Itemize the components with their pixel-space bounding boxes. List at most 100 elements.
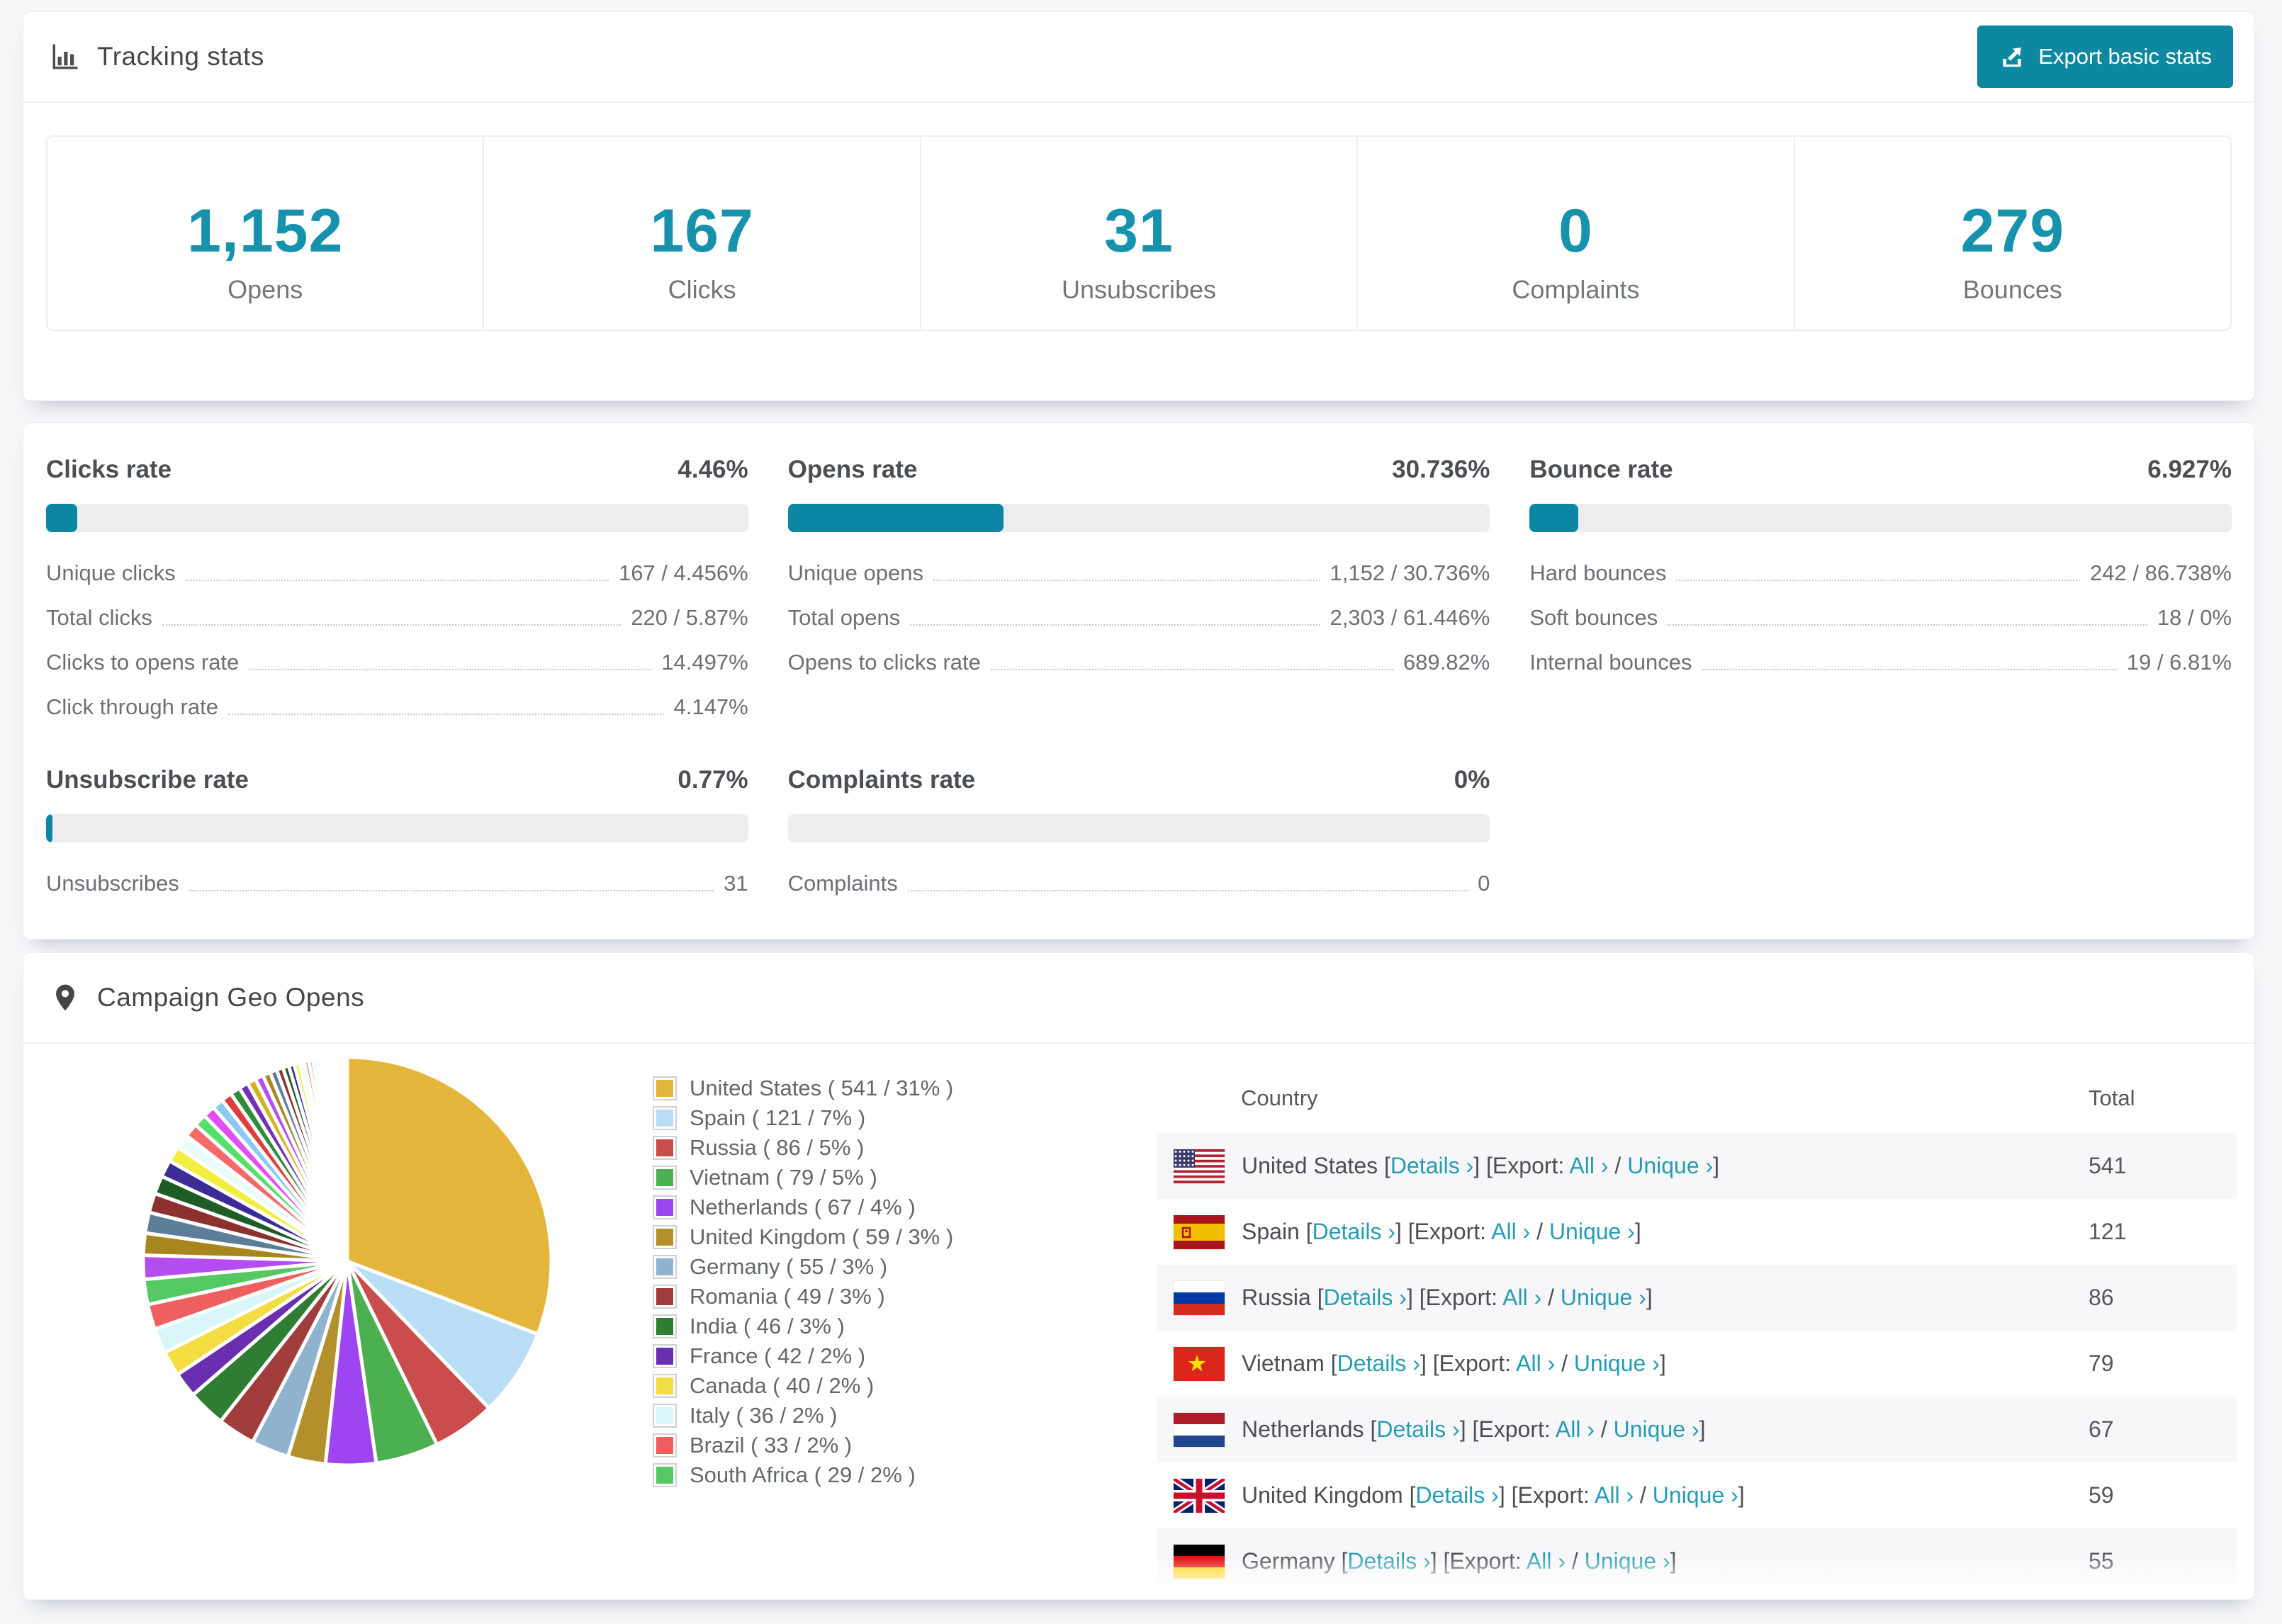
legend-item-netherlands: Netherlands ( 67 / 4% ): [653, 1192, 953, 1222]
country-cell: Spain [Details ›] [Export: All › / Uniqu…: [1157, 1214, 2089, 1249]
total-cell: 79: [2089, 1350, 2114, 1376]
rate-row: Total clicks 220 / 5.87%: [46, 605, 748, 631]
total-cell: 67: [2089, 1416, 2114, 1442]
country-text: Germany [Details ›] [Export: All › / Uni…: [1242, 1548, 1677, 1574]
export-all-link[interactable]: All ›: [1526, 1548, 1566, 1574]
rate-row: Unique opens 1,152 / 30.736%: [788, 560, 1490, 586]
table-row-netherlands: Netherlands [Details ›] [Export: All › /…: [1157, 1397, 2237, 1462]
legend-label: United Kingdom ( 59 / 3% ): [690, 1224, 954, 1249]
rate-value: 0.77%: [678, 766, 748, 794]
legend-item-india: India ( 46 / 3% ): [653, 1312, 953, 1341]
details-link[interactable]: Details ›: [1337, 1350, 1420, 1376]
legend-item-canada: Canada ( 40 / 2% ): [653, 1371, 953, 1401]
legend-label: South Africa ( 29 / 2% ): [690, 1462, 916, 1487]
stat-label: Opens: [227, 275, 303, 304]
progress-fill: [46, 814, 52, 842]
total-cell: 121: [2089, 1219, 2127, 1244]
rate-block-complaints-rate: Complaints rate 0% Complaints 0: [787, 766, 1490, 915]
details-link[interactable]: Details ›: [1415, 1482, 1499, 1508]
rate-title: Complaints rate: [787, 766, 976, 794]
country-text: Russia [Details ›] [Export: All › / Uniq…: [1242, 1285, 1653, 1310]
legend-item-south-africa: South Africa ( 29 / 2% ): [653, 1460, 953, 1490]
legend-label: Russia ( 86 / 5% ): [690, 1135, 865, 1160]
rate-row-value: 19 / 6.81%: [2126, 650, 2232, 675]
stat-value: 279: [1960, 197, 2065, 265]
details-link[interactable]: Details ›: [1390, 1153, 1474, 1178]
rate-row: Soft bounces 18 / 0%: [1529, 605, 2232, 631]
export-unique-link[interactable]: Unique ›: [1613, 1416, 1699, 1442]
rate-value: 0%: [1454, 766, 1490, 794]
export-unique-link[interactable]: Unique ›: [1573, 1350, 1660, 1376]
legend-swatch: [653, 1285, 677, 1309]
rate-title: Opens rate: [787, 456, 918, 483]
dotted-leader: [1676, 580, 2081, 581]
export-unique-link[interactable]: Unique ›: [1627, 1153, 1714, 1178]
country-cell: Germany [Details ›] [Export: All › / Uni…: [1157, 1544, 2089, 1579]
rate-row: Opens to clicks rate 689.82%: [788, 650, 1490, 675]
page-title: Tracking stats: [97, 42, 264, 71]
legend-swatch: [653, 1255, 677, 1279]
stat-label: Bounces: [1962, 275, 2062, 304]
rate-row-label: Soft bounces: [1529, 605, 1658, 630]
rate-rows: Unique opens 1,152 / 30.736% Total opens 2,…: [788, 560, 1490, 675]
country-text: United States [Details ›] [Export: All ›…: [1242, 1153, 1720, 1178]
rate-row-label: Internal bounces: [1529, 650, 1692, 675]
rate-row-label: Total clicks: [46, 605, 152, 630]
geo-header: Campaign Geo Opens: [23, 953, 2254, 1044]
rate-row-value: 220 / 5.87%: [631, 605, 748, 630]
column-header-total: Total: [2089, 1086, 2135, 1110]
rate-row: Hard bounces 242 / 86.738%: [1529, 560, 2232, 586]
legend-swatch: [653, 1166, 677, 1190]
rate-title: Unsubscribe rate: [46, 766, 249, 794]
tracking-stats-header: Tracking stats Export basic stats: [23, 12, 2254, 103]
details-link[interactable]: Details ›: [1347, 1548, 1431, 1574]
dotted-leader: [907, 890, 1468, 891]
flag-icon-ru: [1174, 1280, 1225, 1315]
export-all-link[interactable]: All ›: [1595, 1482, 1634, 1508]
rate-row-label: Opens to clicks rate: [787, 650, 981, 675]
total-cell: 55: [2089, 1548, 2114, 1574]
rate-head: Bounce rate 6.927%: [1529, 456, 2232, 484]
dotted-leader: [933, 580, 1320, 581]
export-all-link[interactable]: All ›: [1569, 1153, 1609, 1178]
export-unique-link[interactable]: Unique ›: [1548, 1219, 1635, 1244]
column-header-country: Country: [1241, 1086, 1318, 1110]
export-unique-link[interactable]: Unique ›: [1560, 1285, 1646, 1310]
rate-row-label: Unique clicks: [46, 560, 176, 585]
rate-row: Complaints 0: [788, 871, 1490, 896]
legend-label: United States ( 541 / 31% ): [690, 1076, 954, 1100]
export-unique-link[interactable]: Unique ›: [1652, 1482, 1738, 1508]
table-row-united-kingdom: United Kingdom [Details ›] [Export: All …: [1157, 1462, 2237, 1528]
country-name: Russia: [1242, 1285, 1311, 1310]
details-link[interactable]: Details ›: [1323, 1285, 1407, 1310]
export-all-link[interactable]: All ›: [1555, 1416, 1595, 1442]
country-name: United Kingdom: [1242, 1482, 1403, 1508]
country-text: Vietnam [Details ›] [Export: All › / Uni…: [1242, 1350, 1666, 1376]
legend-swatch: [653, 1433, 677, 1457]
export-all-link[interactable]: All ›: [1516, 1350, 1556, 1376]
rates-card: Clicks rate 4.46% Unique clicks 167 / 4.456…: [23, 422, 2255, 940]
geo-title: Campaign Geo Opens: [97, 983, 365, 1012]
export-unique-link[interactable]: Unique ›: [1584, 1548, 1670, 1574]
legend-label: Netherlands ( 67 / 4% ): [690, 1195, 916, 1219]
legend-swatch: [653, 1106, 677, 1130]
export-basic-stats-button[interactable]: Export basic stats: [1977, 26, 2233, 88]
export-all-link[interactable]: All ›: [1491, 1219, 1531, 1244]
country-name: United States: [1242, 1153, 1378, 1178]
stat-label: Clicks: [668, 275, 736, 304]
details-link[interactable]: Details ›: [1312, 1219, 1395, 1244]
geo-country-table: Country Total United States [Details ›] …: [1157, 1064, 2237, 1594]
export-all-link[interactable]: All ›: [1502, 1285, 1542, 1310]
legend-item-united-states: United States ( 541 / 31% ): [653, 1073, 953, 1103]
country-name: Spain: [1242, 1219, 1300, 1244]
rate-value: 4.46%: [678, 456, 748, 483]
legend-item-spain: Spain ( 121 / 7% ): [653, 1103, 953, 1133]
rate-head: Clicks rate 4.46%: [46, 456, 748, 484]
map-pin-icon: [50, 983, 80, 1013]
details-link[interactable]: Details ›: [1376, 1416, 1460, 1442]
rate-row: Unsubscribes 31: [46, 871, 748, 896]
rate-rows: Unsubscribes 31: [46, 871, 748, 896]
rate-row-value: 14.497%: [661, 650, 748, 675]
rate-rows: Unique clicks 167 / 4.456% Total clicks 220…: [46, 560, 748, 720]
